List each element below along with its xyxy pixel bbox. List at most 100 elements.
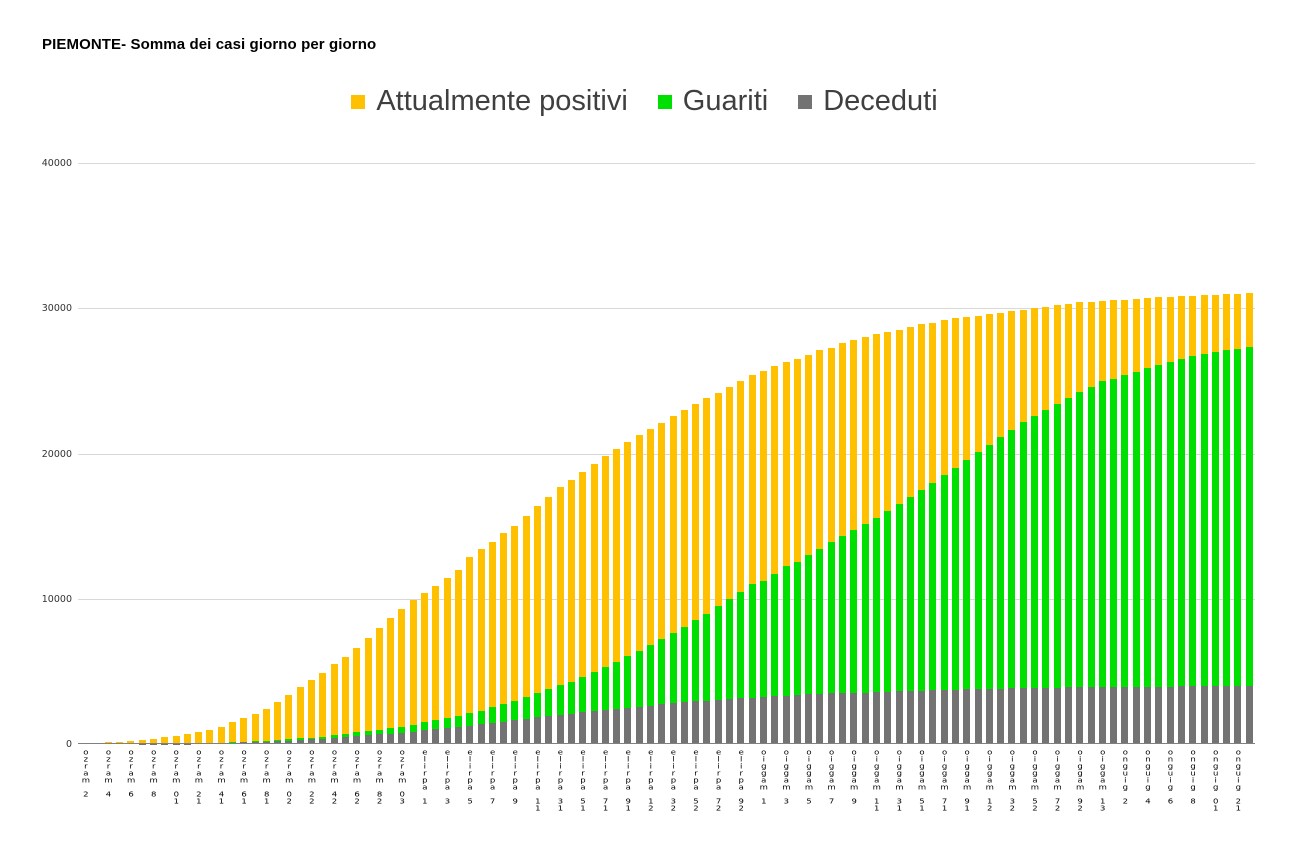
bar-segment-attualmente-positivi — [454, 569, 462, 716]
stacked-bar — [726, 386, 734, 744]
stacked-bar — [748, 375, 756, 744]
bar-segment-guariti — [319, 736, 327, 739]
bar-slot — [216, 163, 227, 744]
bar-segment-deceduti — [658, 704, 666, 744]
stacked-bar — [940, 319, 948, 744]
bar-segment-guariti — [635, 651, 643, 707]
bar-slot — [396, 163, 407, 744]
bar-segment-guariti — [387, 728, 395, 734]
bar-segment-guariti — [952, 467, 959, 690]
stacked-bar — [680, 409, 688, 744]
bar-slot — [1221, 163, 1232, 744]
bar-segment-deceduti — [477, 724, 485, 744]
bar-segment-guariti — [895, 504, 903, 692]
bar-segment-attualmente-positivi — [1234, 293, 1242, 349]
bar-segment-attualmente-positivi — [692, 404, 700, 621]
bar-slot — [814, 163, 825, 744]
stacked-bar — [974, 315, 982, 744]
bar-segment-guariti — [601, 666, 609, 710]
bar-segment-deceduti — [274, 741, 282, 744]
bar-segment-guariti — [466, 713, 474, 726]
bar-segment-deceduti — [466, 725, 474, 744]
plot-area: 0 10000 20000 30000 40000 ozram 2 ozram 4 ozra… — [42, 158, 1255, 812]
x-axis-label-27-aprile: elirpa 72 — [713, 749, 724, 812]
bar-slot — [1244, 163, 1255, 744]
bar-segment-guariti — [861, 524, 869, 693]
x-axis-label-22-marzo: ozram 22 — [306, 749, 317, 805]
bar-slot — [803, 163, 814, 744]
bar-segment-guariti — [409, 724, 417, 732]
bar-segment-guariti — [443, 717, 451, 728]
stacked-bar — [613, 449, 621, 744]
bar-segment-guariti — [613, 661, 621, 709]
bar-segment-guariti — [816, 548, 824, 694]
stacked-bar — [409, 600, 417, 744]
bar-segment-attualmente-positivi — [918, 324, 926, 491]
stacked-bar — [1189, 295, 1197, 744]
bar-segment-attualmente-positivi — [364, 637, 372, 731]
bar-segment-deceduti — [929, 690, 937, 744]
bar-slot — [283, 163, 294, 744]
bar-slot — [1006, 163, 1017, 744]
bar-slot — [747, 163, 758, 744]
stacked-bar — [421, 592, 429, 744]
bar-segment-attualmente-positivi — [545, 497, 553, 690]
bar-segment-deceduti — [1166, 686, 1174, 744]
bar-segment-deceduti — [522, 718, 530, 744]
bar-segment-guariti — [884, 511, 892, 692]
bar-segment-attualmente-positivi — [816, 350, 824, 549]
bar-segment-attualmente-positivi — [963, 316, 971, 460]
stacked-bar — [240, 717, 248, 744]
bar-slot — [554, 163, 565, 744]
stacked-bar — [884, 331, 892, 744]
bar-slot — [204, 163, 215, 744]
bar-slot — [362, 163, 373, 744]
bar-segment-guariti — [940, 475, 948, 690]
x-axis-label-6-giugno: onguig 6 — [1165, 749, 1176, 805]
bar-segment-attualmente-positivi — [477, 549, 485, 711]
bar-segment-guariti — [997, 437, 1005, 689]
bar-slot — [961, 163, 972, 744]
bar-segment-guariti — [1200, 353, 1208, 687]
bar-segment-guariti — [703, 613, 711, 701]
bar-segment-deceduti — [850, 692, 858, 744]
stacked-bar — [251, 713, 259, 744]
stacked-bar — [1200, 295, 1208, 744]
bar-segment-deceduti — [827, 693, 835, 744]
bar-segment-attualmente-positivi — [1144, 298, 1152, 368]
bar-segment-attualmente-positivi — [534, 505, 542, 694]
bar-segment-guariti — [1166, 361, 1174, 687]
bar-segment-guariti — [646, 645, 654, 706]
bar-slot — [103, 163, 114, 744]
stacked-bar — [387, 617, 395, 744]
bar-segment-guariti — [669, 633, 677, 704]
bar-segment-guariti — [590, 671, 598, 712]
bar-segment-attualmente-positivi — [1031, 308, 1039, 417]
bar-segment-attualmente-positivi — [567, 479, 575, 682]
bar-slot — [430, 163, 441, 744]
bar-segment-attualmente-positivi — [861, 337, 869, 525]
stacked-bar — [895, 330, 903, 744]
bar-segment-guariti — [477, 710, 485, 725]
stacked-bar — [353, 648, 361, 744]
x-axis-label-23-maggio: oiggam 32 — [1007, 749, 1018, 812]
bar-segment-deceduti — [646, 705, 654, 744]
bar-segment-guariti — [262, 740, 270, 742]
bar-segment-guariti — [906, 497, 914, 692]
stacked-bar — [522, 515, 530, 744]
bar-slot — [509, 163, 520, 744]
bar-segment-deceduti — [488, 722, 496, 744]
bar-segment-deceduti — [692, 701, 700, 744]
bar-segment-attualmente-positivi — [1132, 298, 1140, 372]
bar-slot — [724, 163, 735, 744]
stacked-bar — [703, 398, 711, 744]
bar-segment-guariti — [692, 620, 700, 702]
bar-segment-deceduti — [635, 706, 643, 744]
stacked-bar — [1144, 298, 1152, 744]
bar-segment-deceduti — [793, 695, 801, 744]
stacked-bar — [624, 441, 632, 744]
bar-slot — [148, 163, 159, 744]
x-axis-label-10-marzo: ozram 01 — [171, 749, 182, 805]
bar-segment-deceduti — [579, 712, 587, 744]
bar-segment-attualmente-positivi — [726, 386, 734, 599]
